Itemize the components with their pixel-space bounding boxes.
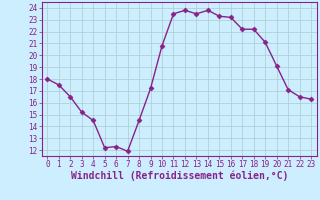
X-axis label: Windchill (Refroidissement éolien,°C): Windchill (Refroidissement éolien,°C)	[70, 171, 288, 181]
